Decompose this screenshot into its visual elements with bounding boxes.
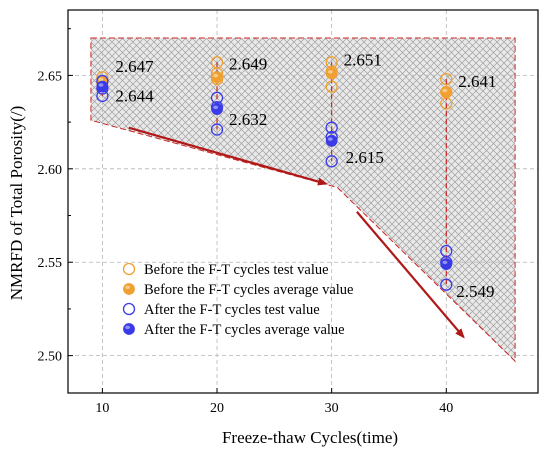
value-annotation: 2.649 [229, 54, 267, 73]
marker-highlight [442, 88, 448, 93]
marker-fill [440, 258, 453, 270]
x-axis-title: Freeze-thaw Cycles(time) [222, 428, 398, 447]
marker-highlight [327, 137, 333, 141]
marker-fill [96, 80, 109, 93]
trend-arrow [356, 211, 465, 339]
marker-after-average-value [440, 258, 453, 270]
marker-after-test-value [210, 123, 224, 136]
trend-arrow [128, 126, 328, 186]
marker-highlight [213, 105, 219, 110]
axes: 10 20 30 40 2.50 2.55 2.60 2.65 [38, 9, 539, 416]
hatched-region [90, 37, 516, 363]
marker-highlight [213, 73, 219, 78]
hatched-band [90, 37, 516, 363]
marker-after-test-value [440, 278, 453, 291]
marker-after-test-value [325, 155, 338, 168]
plot-frame [67, 9, 539, 394]
marker-before-average-value [211, 71, 223, 84]
marker-before-average-value [123, 283, 135, 295]
marker-highlight [327, 70, 333, 74]
marker-before-test-value [122, 262, 136, 276]
marker-after-average-value [96, 80, 109, 93]
marker-fill [211, 71, 223, 84]
legend-entry: After the F-T cycles average value [123, 322, 345, 338]
marker-fill [440, 86, 453, 99]
marker-highlight [98, 77, 104, 82]
y-tick-label: 2.55 [38, 256, 63, 271]
x-tick-label: 30 [325, 401, 339, 416]
legend-label: Before the F-T cycles average value [144, 282, 353, 298]
value-annotation: 2.651 [344, 51, 382, 70]
x-tick-label: 20 [210, 401, 224, 416]
marker-after-test-value [325, 121, 338, 134]
marker-fill [123, 323, 135, 335]
y-tick-label: 2.60 [38, 163, 63, 178]
x-tick-label: 40 [439, 401, 453, 416]
marker-before-average-value [440, 86, 453, 99]
legend-label: After the F-T cycles test value [144, 302, 320, 318]
marker-before-test-value [325, 80, 338, 93]
legend-entry: Before the F-T cycles test value [122, 262, 329, 278]
marker-after-average-value [123, 323, 135, 335]
marker-before-test-value [440, 72, 453, 86]
marker-highlight [125, 325, 131, 330]
legend-label: After the F-T cycles average value [144, 322, 345, 338]
y-tick-label: 2.50 [38, 350, 63, 365]
marker-highlight [125, 285, 131, 290]
legend: Before the F-T cycles test value Before t… [122, 262, 353, 338]
trend-arrows [128, 126, 465, 339]
value-annotation: 2.632 [229, 110, 267, 129]
marker-after-test-value [122, 302, 136, 316]
marker-fill [211, 103, 223, 115]
value-annotation: 2.644 [115, 87, 154, 106]
legend-entry: After the F-T cycles test value [122, 302, 320, 318]
y-axis-title: NMRFD of Total Porosity(/) [7, 106, 26, 300]
marker-fill [325, 134, 338, 147]
marker-fill [325, 67, 338, 80]
value-annotation: 2.647 [115, 57, 154, 76]
value-annotation: 2.549 [456, 282, 494, 301]
marker-highlight [98, 83, 104, 87]
annotations: 2.647 2.644 2.649 2.632 2.651 2.615 2.641 2.549 [115, 51, 496, 302]
x-tick-label: 10 [95, 401, 109, 416]
marker-after-average-value [211, 103, 223, 115]
marker-after-average-value [325, 134, 338, 147]
value-annotation: 2.615 [346, 148, 384, 167]
legend-label: Before the F-T cycles test value [144, 262, 329, 278]
data-points [96, 56, 453, 291]
marker-highlight [442, 260, 448, 265]
legend-entry: Before the F-T cycles average value [123, 282, 353, 298]
value-annotation: 2.641 [458, 72, 496, 91]
marker-before-average-value [325, 67, 338, 80]
y-tick-label: 2.65 [38, 69, 63, 84]
marker-fill [123, 283, 135, 295]
